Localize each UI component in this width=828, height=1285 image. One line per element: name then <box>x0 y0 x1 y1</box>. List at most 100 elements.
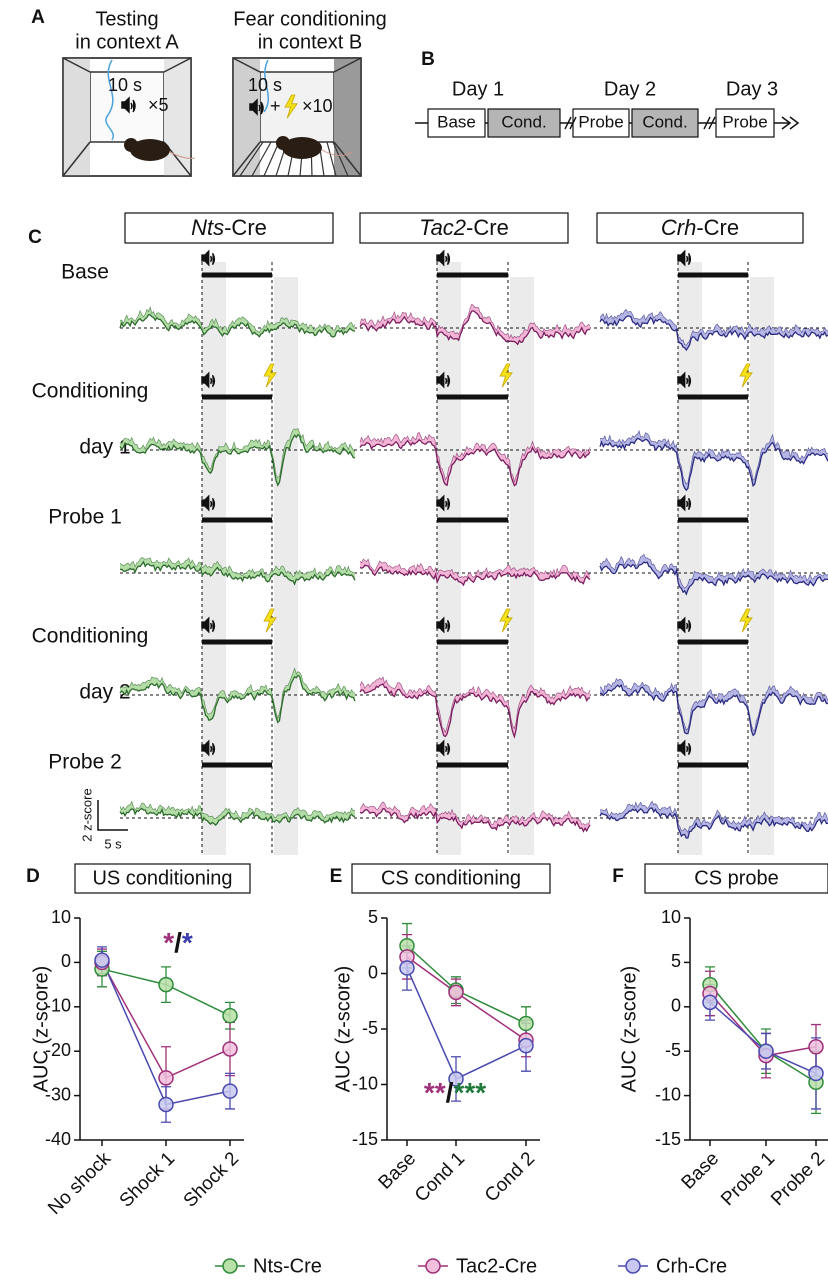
y-tick-label: -20 <box>45 1040 71 1060</box>
y-tick-label: 5 <box>368 907 378 927</box>
significance-part: * <box>163 927 174 958</box>
trace-sem <box>120 307 355 337</box>
gene-name: Tac2 <box>419 215 466 240</box>
y-tick-label: -10 <box>45 996 71 1016</box>
data-point <box>222 1007 238 1024</box>
data-point <box>222 1041 238 1057</box>
genotype-header-box <box>359 212 569 244</box>
data-point <box>808 1065 824 1082</box>
row-label: Conditioning <box>32 380 149 403</box>
shock-icon <box>284 94 298 119</box>
trace-mean <box>119 433 356 487</box>
timeline-break <box>703 116 716 130</box>
gene-suffix: -Cre <box>224 215 267 240</box>
shock-icon <box>739 363 753 388</box>
x-tick-label: Shock 1 <box>116 1148 179 1211</box>
x-tick-label: Shock 2 <box>180 1148 243 1211</box>
shock-icon <box>499 363 513 388</box>
tone-duration: 10 s <box>248 75 282 95</box>
speaker-icon <box>201 616 216 634</box>
speaker-icon <box>436 616 451 634</box>
trace-edge <box>359 303 591 340</box>
shock-icon <box>263 608 277 633</box>
timeline-break <box>564 116 577 130</box>
day-label: Day 2 <box>604 78 656 100</box>
trace-edge <box>119 800 356 820</box>
context-title: in context A <box>75 31 179 53</box>
trace-edge <box>599 553 828 589</box>
y-axis-label: AUC (z-score) <box>30 966 52 1093</box>
speaker-icon <box>121 96 136 114</box>
chart-title: CS conditioning <box>381 867 521 889</box>
y-axis-label: AUC (z-score) <box>618 966 640 1093</box>
legend-marker <box>625 1258 641 1274</box>
scale-bar <box>97 800 128 831</box>
timeline-arrow <box>781 116 800 130</box>
trace-edge <box>119 557 356 577</box>
trace-edge <box>359 431 591 484</box>
data-point <box>702 994 718 1011</box>
chart-title-box <box>74 863 251 894</box>
panel-label: F <box>612 866 624 887</box>
trace-sem <box>600 801 828 839</box>
gene-name: Crh <box>661 215 696 240</box>
data-point <box>158 1070 174 1086</box>
trace-mean <box>119 807 356 827</box>
y-tick-label: 5 <box>671 951 681 971</box>
trace-edge <box>599 429 828 485</box>
y-tick-label: 10 <box>51 907 71 927</box>
protocol-block-label: Base <box>437 112 476 131</box>
significance-part: ** <box>424 1077 446 1108</box>
gene-name: Nts <box>191 215 224 240</box>
significance-part: *** <box>453 1077 486 1108</box>
y-tick-label: -15 <box>655 1129 681 1149</box>
x-tick-label: Probe 2 <box>767 1148 828 1210</box>
legend-marker <box>222 1258 238 1274</box>
repeat-count: ×10 <box>302 96 333 116</box>
genotype-header: Nts-Cre <box>191 215 267 240</box>
chart-title: CS probe <box>694 867 779 889</box>
trace-edge <box>359 801 591 826</box>
chart-title-box <box>644 863 828 894</box>
protocol-block-label: Cond. <box>642 112 687 131</box>
y-tick-label: -30 <box>45 1084 71 1104</box>
us-window <box>510 277 534 855</box>
chart-title: US conditioning <box>92 867 232 889</box>
row-label: Probe 2 <box>48 751 122 774</box>
cs-window <box>202 262 226 855</box>
protocol-block <box>715 108 775 138</box>
genotype-header-box <box>124 212 334 244</box>
data-point <box>158 976 174 993</box>
trace-mean <box>119 560 356 586</box>
cs-window <box>437 262 461 855</box>
protocol-block <box>631 108 699 138</box>
trace-sem <box>360 801 590 832</box>
protocol-block-label: Probe <box>722 112 767 131</box>
y-axis-label: AUC (z-score) <box>332 966 354 1093</box>
day-label: Day 1 <box>452 78 504 100</box>
protocol-block <box>572 108 630 138</box>
protocol-block <box>427 108 486 138</box>
data-point <box>758 1043 774 1059</box>
trace-mean <box>599 807 828 839</box>
chart-title-box <box>351 863 551 894</box>
cs-window <box>678 262 702 855</box>
panel-label: D <box>26 866 40 887</box>
speaker-icon <box>201 249 216 267</box>
panel-label: C <box>28 227 42 248</box>
gene-suffix: -Cre <box>466 215 509 240</box>
y-tick-label: -10 <box>655 1084 681 1104</box>
y-tick-label: 0 <box>671 996 681 1016</box>
protocol-block-label: Cond. <box>501 112 546 131</box>
context-title: Fear conditioning <box>233 8 386 30</box>
significance-part: / <box>174 927 182 958</box>
trace-sem <box>360 432 590 486</box>
trace-sem <box>600 430 828 491</box>
x-tick-label: Cond 1 <box>411 1148 469 1206</box>
tone-duration: 10 s <box>108 75 142 95</box>
data-point <box>808 1039 824 1055</box>
genotype-header-box <box>596 212 804 244</box>
speaker-icon <box>677 739 692 757</box>
context-title: Testing <box>95 8 158 30</box>
